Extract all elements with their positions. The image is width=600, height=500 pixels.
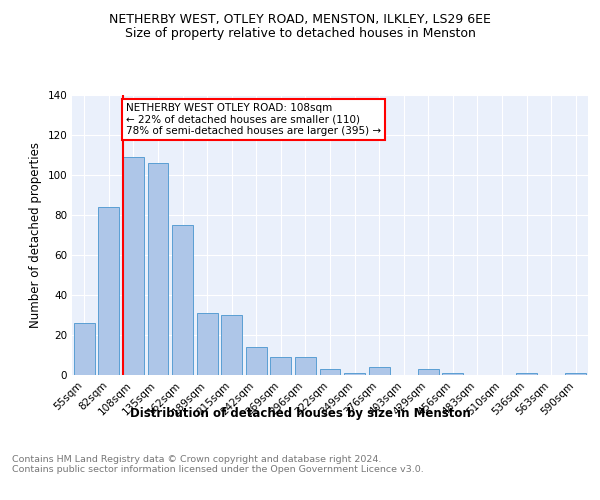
Bar (221, 315, 242, 375)
Bar (271, 357, 292, 375)
Bar (295, 357, 316, 375)
Bar (368, 367, 389, 375)
Bar (74, 323, 95, 375)
Bar (516, 373, 537, 375)
Text: Size of property relative to detached houses in Menston: Size of property relative to detached ho… (125, 28, 475, 40)
Bar (442, 373, 463, 375)
Text: NETHERBY WEST, OTLEY ROAD, MENSTON, ILKLEY, LS29 6EE: NETHERBY WEST, OTLEY ROAD, MENSTON, ILKL… (109, 12, 491, 26)
Bar (123, 157, 144, 375)
Y-axis label: Number of detached properties: Number of detached properties (29, 142, 42, 328)
Bar (148, 163, 169, 375)
Bar (172, 225, 193, 375)
Text: NETHERBY WEST OTLEY ROAD: 108sqm
← 22% of detached houses are smaller (110)
78% : NETHERBY WEST OTLEY ROAD: 108sqm ← 22% o… (126, 103, 381, 136)
Bar (197, 313, 218, 375)
Text: Contains HM Land Registry data © Crown copyright and database right 2024.
Contai: Contains HM Land Registry data © Crown c… (12, 455, 424, 474)
Bar (418, 369, 439, 375)
Bar (98, 207, 119, 375)
Bar (246, 347, 267, 375)
Text: Distribution of detached houses by size in Menston: Distribution of detached houses by size … (130, 408, 470, 420)
Bar (344, 373, 365, 375)
Bar (565, 373, 586, 375)
Bar (320, 369, 340, 375)
